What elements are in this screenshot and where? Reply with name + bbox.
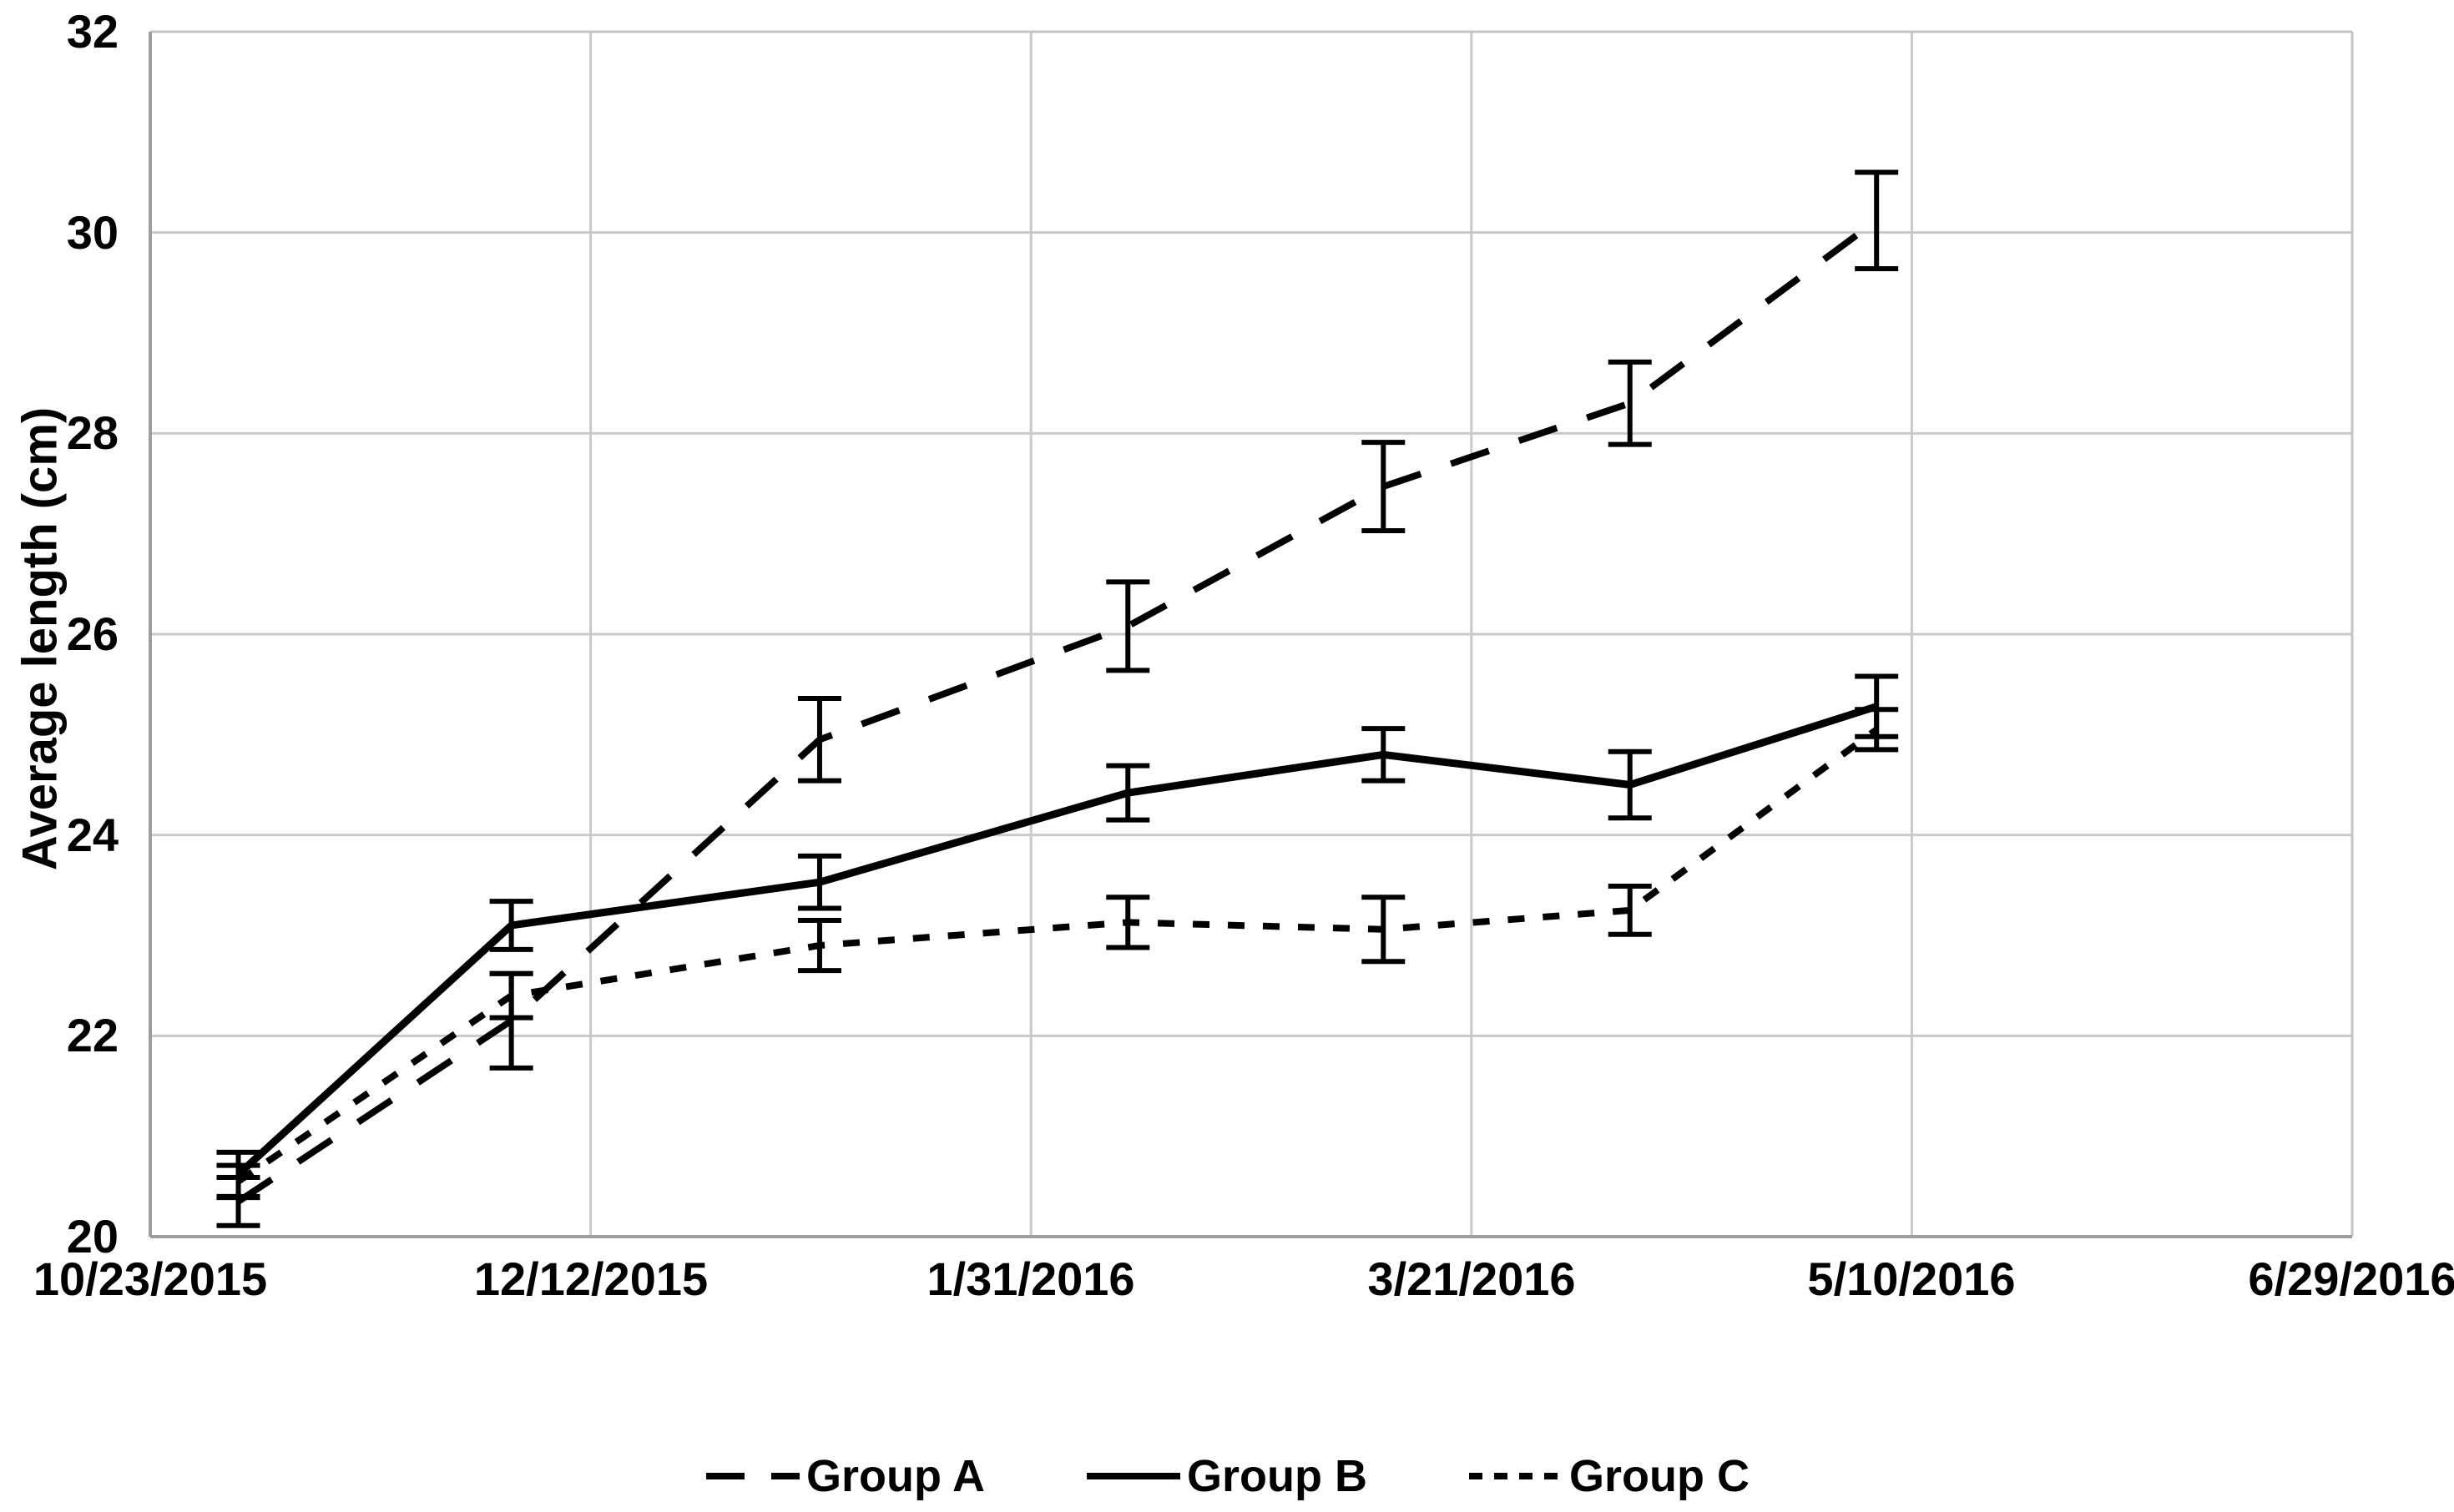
y-tick-label: 24 [66,809,119,861]
y-tick-label: 32 [66,5,119,58]
long-dash-line-sample-icon [706,1473,800,1479]
y-tick-label: 22 [66,1009,119,1061]
legend: Group A Group B Group C [0,1450,2454,1502]
legend-item-group-b: Group B [1085,1450,1367,1502]
y-tick-label: 20 [66,1210,119,1263]
y-tick-label: 26 [66,607,119,660]
short-dash-line-sample-icon [1468,1473,1563,1479]
y-tick-label: 28 [66,406,119,459]
x-tick-label: 1/31/2016 [927,1252,1135,1305]
x-tick-label: 6/29/2016 [2248,1252,2454,1305]
x-tick-label: 12/12/2015 [473,1252,709,1305]
legend-item-group-a: Group A [704,1450,985,1502]
legend-item-group-c: Group C [1467,1450,1750,1502]
legend-label: Group B [1187,1451,1367,1501]
x-tick-label: 10/23/2015 [33,1252,268,1305]
x-tick-label: 3/21/2016 [1367,1252,1576,1305]
legend-label: Group A [806,1451,985,1501]
x-tick-label: 5/10/2016 [1807,1252,2016,1305]
y-tick-label: 30 [66,206,119,259]
legend-label: Group C [1568,1451,1750,1501]
solid-line-sample-icon [1087,1473,1180,1479]
